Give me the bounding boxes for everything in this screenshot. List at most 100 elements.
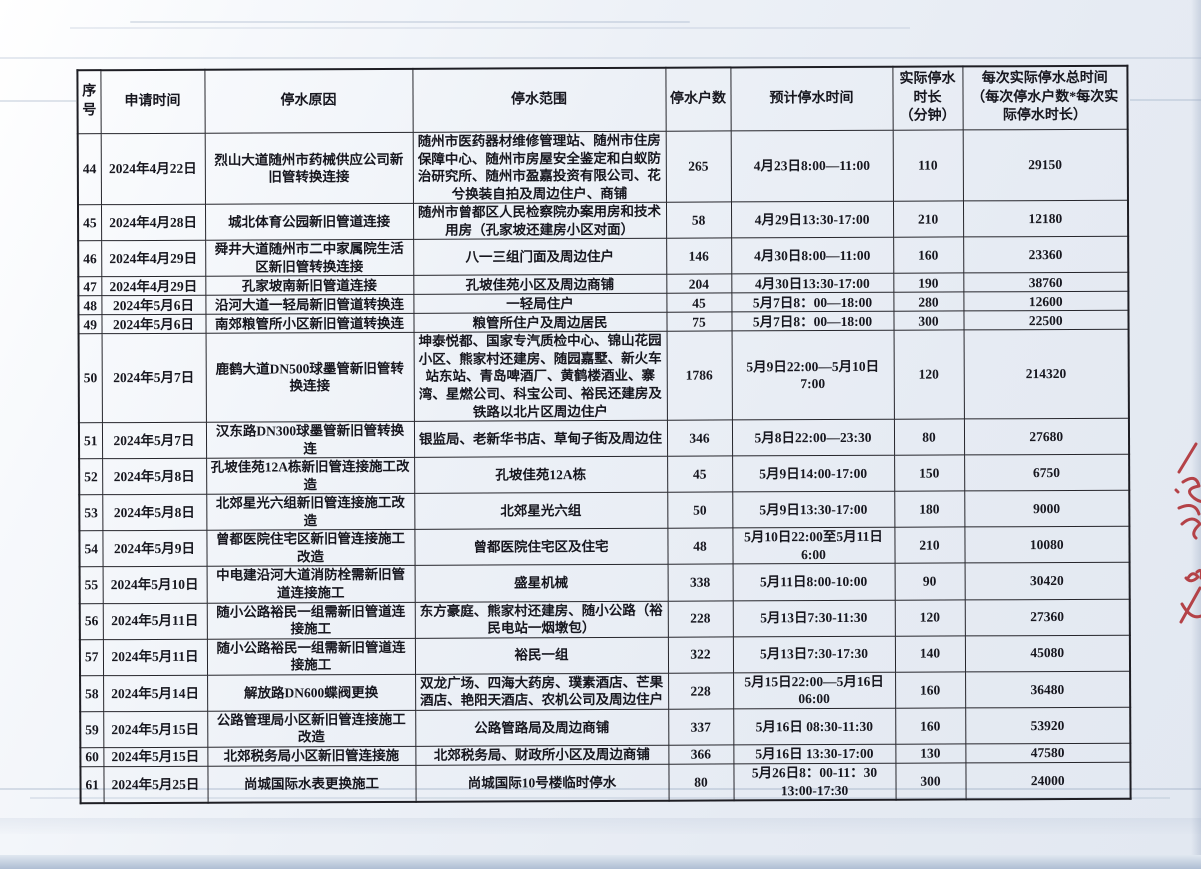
header-application-date: 申请时间 — [100, 69, 205, 134]
cell-application-date: 2024年5月25日 — [103, 766, 208, 804]
cell-planned-time: 5月10日22:00至5月11日 6:00 — [732, 527, 895, 565]
cell-serial-number: 50 — [78, 334, 102, 423]
cell-actual-duration: 110 — [892, 129, 963, 202]
table-container: 序 号申请时间 停水原因 停水范围 停水户数 预计停水时间 实际停水 时长 （分钟） 每次实… — [76, 64, 1132, 805]
cell-households-count: 146 — [666, 238, 732, 275]
cell-households-count: 366 — [668, 744, 734, 765]
cell-serial-number: 59 — [80, 711, 104, 748]
cell-actual-duration: 210 — [892, 201, 964, 238]
cell-serial-number: 51 — [78, 422, 103, 459]
cell-stoppage-scope: 坤泰悦都、国家专汽质检中心、锦山花园小区、熊家村还建房、随园嘉墅、新火车站东站、… — [413, 331, 667, 422]
cell-stoppage-scope: 裕民一组 — [414, 636, 669, 675]
cell-application-date: 2024年4月28日 — [100, 204, 206, 241]
cell-actual-duration: 190 — [893, 273, 964, 293]
cell-application-date: 2024年5月8日 — [102, 494, 207, 532]
cell-planned-time: 5月9日22:00—5月10日 7:00 — [731, 330, 894, 421]
cell-application-date: 2024年5月15日 — [103, 747, 208, 767]
cell-stoppage-reason: 公路管理局小区新旧管连接施工改造 — [207, 710, 416, 748]
cell-application-date: 2024年5月7日 — [101, 333, 206, 423]
table-row: 51 2024年5月7日 汉东路DN300球墨管新旧管转换连 银监局、老新华书店、草甸… — [78, 418, 1130, 459]
cell-stoppage-reason: 烈山大道随州市药械供应公司新旧管转换连接 — [204, 132, 413, 205]
cell-application-date: 2024年5月11日 — [102, 638, 208, 676]
cell-stoppage-scope: 随州市曾都区人民检察院办案用房和技术用房（孔家坡还建房小区对面） — [412, 202, 667, 240]
cell-total-time: 12180 — [962, 200, 1129, 238]
cell-total-time: 9000 — [964, 490, 1130, 528]
cell-application-date: 2024年5月11日 — [102, 602, 207, 640]
cell-households-count: 50 — [667, 492, 733, 529]
cell-serial-number: 56 — [79, 603, 103, 640]
cell-stoppage-scope: 孔坡佳苑小区及周边商铺 — [413, 274, 667, 295]
cell-planned-time: 5月13日7:30-11:30 — [732, 599, 895, 637]
cell-stoppage-reason: 鹿鹤大道DN500球墨管新旧管转换连接 — [205, 332, 414, 423]
cell-total-time: 27680 — [963, 418, 1130, 456]
red-handwriting-mark — [1174, 442, 1201, 624]
cell-planned-time: 4月23日8:00—11:00 — [730, 130, 893, 203]
table-row: 54 2024年5月9日 曾都医院住宅区新旧管连接施工改造 曾都医院住宅区及住宅 48 5… — [79, 526, 1130, 568]
cell-planned-time: 5月9日13:30-17:00 — [732, 491, 895, 529]
cell-planned-time: 5月16日 08:30-11:30 — [733, 708, 896, 745]
table-row: 58 2024年5月14日 解放路DN600蝶阀更换 双龙广场、四海大药房、璞素酒店、… — [80, 670, 1131, 712]
cell-serial-number: 44 — [77, 133, 101, 205]
cell-serial-number: 53 — [79, 494, 103, 532]
cell-actual-duration: 120 — [894, 599, 965, 636]
cell-planned-time: 4月30日13:30-17:00 — [731, 273, 894, 294]
cell-total-time: 53920 — [965, 707, 1131, 744]
cell-stoppage-reason: 汉东路DN300球墨管新旧管转换连 — [205, 421, 415, 459]
cell-households-count: 346 — [666, 420, 733, 457]
cell-actual-duration: 210 — [894, 527, 965, 564]
cell-actual-duration: 300 — [895, 762, 966, 800]
cell-stoppage-scope: 一轻局住户 — [413, 293, 667, 314]
cell-households-count: 45 — [666, 293, 732, 313]
cell-actual-duration: 180 — [894, 491, 965, 528]
cell-actual-duration: 120 — [893, 330, 964, 420]
cell-planned-time: 5月7日8：00—18:00 — [731, 292, 894, 313]
cell-stoppage-scope: 银监局、老新华书店、草甸子街及周边住 — [413, 420, 668, 458]
cell-stoppage-scope: 随州市医药器材维修管理站、随州市住房保障中心、随州市房屋安全鉴定和白蚁防治研究所… — [412, 131, 666, 204]
header-stoppage-scope: 停水范围 — [412, 67, 666, 133]
cell-application-date: 2024年5月6日 — [101, 314, 206, 335]
cell-households-count: 204 — [666, 274, 732, 294]
cell-total-time: 24000 — [965, 762, 1131, 800]
cell-serial-number: 47 — [78, 277, 102, 297]
cell-total-time: 47580 — [965, 743, 1131, 763]
page-edge-shadow — [1191, 0, 1201, 869]
cell-stoppage-scope: 盛星机械 — [414, 564, 668, 602]
table-row: 57 2024年5月11日 随小公路裕民一组需新旧管道连接施工 裕民一组 322 5月13… — [79, 634, 1131, 676]
header-stoppage-reason: 停水原因 — [204, 68, 413, 134]
cell-households-count: 48 — [667, 528, 733, 565]
cell-stoppage-reason: 孔家坡南新旧管道连接 — [205, 275, 414, 296]
cell-actual-duration: 300 — [893, 311, 964, 331]
cell-stoppage-scope: 公路管路局及周边商铺 — [415, 709, 669, 747]
cell-planned-time: 5月8日22:00—23:30 — [731, 419, 895, 457]
cell-actual-duration: 140 — [894, 635, 966, 672]
cell-serial-number: 61 — [80, 766, 104, 804]
cell-total-time: 36480 — [965, 670, 1131, 708]
water-stoppage-table: 序 号申请时间 停水原因 停水范围 停水户数 预计停水时间 实际停水 时长 （分钟） 每次实… — [76, 64, 1132, 805]
cell-total-time: 6750 — [964, 454, 1130, 492]
cell-application-date: 2024年5月14日 — [103, 674, 208, 712]
cell-stoppage-reason: 曾都医院住宅区新旧管连接施工改造 — [206, 529, 415, 567]
cell-actual-duration: 280 — [893, 292, 964, 312]
cell-total-time: 30420 — [964, 562, 1130, 600]
cell-stoppage-scope: 东方豪庭、熊家村还建房、随小公路（裕民电站一烟墩包） — [414, 600, 668, 638]
scan-artifact-band — [0, 818, 1201, 834]
cell-actual-duration: 160 — [895, 707, 966, 745]
cell-households-count: 338 — [667, 564, 733, 601]
cell-planned-time: 5月16日 13:30-17:00 — [733, 744, 896, 764]
cell-planned-time: 5月7日8：00—18:00 — [731, 311, 894, 332]
cell-application-date: 2024年5月7日 — [101, 422, 207, 459]
cell-actual-duration: 150 — [894, 455, 965, 492]
cell-households-count: 265 — [665, 130, 731, 203]
cell-stoppage-scope: 八一三组门面及周边住户 — [413, 238, 667, 276]
cell-planned-time: 5月9日14:00-17:00 — [732, 455, 895, 493]
cell-planned-time: 5月11日8:00-10:00 — [732, 563, 895, 601]
table-row: 61 2024年5月25日 尚城国际水表更换施工 尚城国际10号楼临时停水 80 5月26… — [80, 762, 1131, 804]
table-row: 59 2024年5月15日 公路管理局小区新旧管连接施工改造 公路管路局及周边商铺 33… — [80, 707, 1131, 748]
cell-stoppage-scope: 北郊税务局、财政所小区及周边商铺 — [415, 745, 669, 766]
cell-stoppage-scope: 孔坡佳苑12A栋 — [414, 456, 668, 494]
scan-artifact-line — [0, 100, 76, 102]
cell-serial-number: 46 — [78, 240, 102, 278]
cell-stoppage-reason: 北郊税务局小区新旧管连接施 — [207, 746, 416, 767]
cell-application-date: 2024年4月29日 — [101, 276, 206, 297]
